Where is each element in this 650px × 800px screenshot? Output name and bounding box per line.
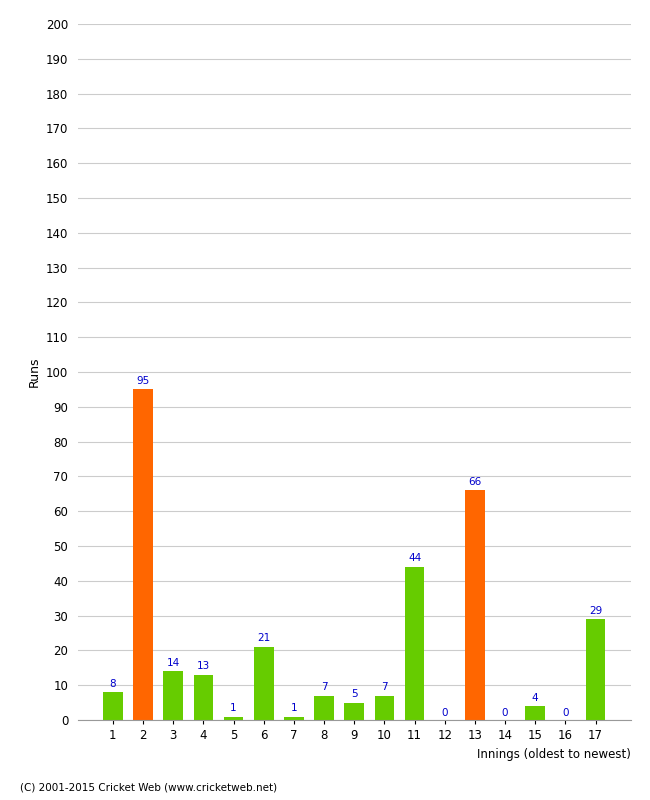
Text: 0: 0 [441, 708, 448, 718]
Bar [224, 717, 243, 720]
Text: 1: 1 [230, 703, 237, 713]
Text: 0: 0 [562, 708, 569, 718]
Text: 44: 44 [408, 554, 421, 563]
Bar [525, 706, 545, 720]
Text: 7: 7 [381, 682, 388, 692]
Text: 66: 66 [468, 477, 482, 487]
Text: 1: 1 [291, 703, 297, 713]
Text: 14: 14 [166, 658, 180, 668]
Text: 29: 29 [589, 606, 602, 616]
Text: 0: 0 [502, 708, 508, 718]
Bar [133, 390, 153, 720]
Bar [586, 619, 605, 720]
Bar [315, 696, 334, 720]
Bar [344, 702, 364, 720]
Bar [194, 674, 213, 720]
Text: 7: 7 [320, 682, 328, 692]
Text: 95: 95 [136, 376, 150, 386]
Bar [103, 692, 123, 720]
Text: 5: 5 [351, 689, 358, 699]
Text: 13: 13 [197, 662, 210, 671]
Text: (C) 2001-2015 Cricket Web (www.cricketweb.net): (C) 2001-2015 Cricket Web (www.cricketwe… [20, 782, 277, 792]
Y-axis label: Runs: Runs [27, 357, 40, 387]
Bar [374, 696, 394, 720]
Bar [163, 671, 183, 720]
Bar [465, 490, 485, 720]
Text: 8: 8 [110, 678, 116, 689]
Text: 4: 4 [532, 693, 539, 702]
Text: Innings (oldest to newest): Innings (oldest to newest) [476, 748, 630, 761]
Text: 21: 21 [257, 634, 270, 643]
Bar [254, 647, 274, 720]
Bar [284, 717, 304, 720]
Bar [405, 567, 424, 720]
